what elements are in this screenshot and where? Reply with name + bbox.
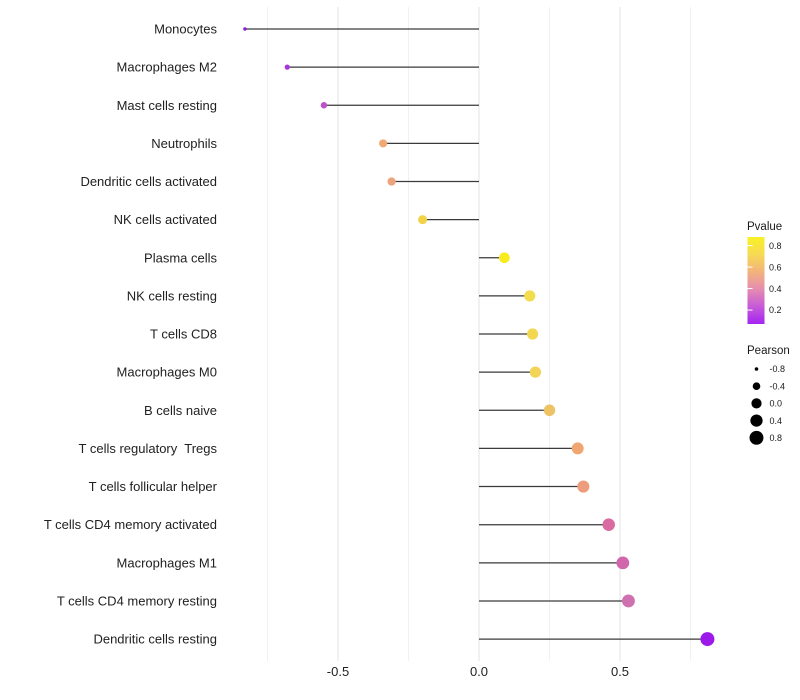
lollipop-row: T cells follicular helper — [89, 479, 590, 494]
lollipop-dot — [499, 252, 510, 264]
category-label: Macrophages M0 — [117, 365, 217, 380]
pvalue-legend: Pvalue 0.8 0.6 0.4 0.2 — [747, 221, 782, 324]
pearson-legend-title: Pearson — [747, 345, 790, 357]
pearson-legend: Pearson -0.8 -0.4 0.0 0.4 0.8 — [747, 345, 790, 445]
lollipop-dot — [526, 328, 539, 340]
pvalue-colorbar — [747, 237, 765, 324]
pearson-legend-label: -0.8 — [770, 364, 786, 374]
category-label: Macrophages M2 — [117, 60, 217, 75]
category-label: Monocytes — [154, 22, 217, 37]
lollipop-dot — [379, 139, 388, 148]
pvalue-tick-label: 0.8 — [769, 241, 782, 251]
lollipop-dot — [577, 480, 590, 493]
lollipop-row: Macrophages M0 — [117, 365, 542, 380]
category-label: T cells CD4 memory resting — [57, 593, 217, 608]
category-label: T cells CD4 memory activated — [44, 517, 217, 532]
lollipop-row: T cells regulatory Tregs — [79, 441, 584, 456]
lollipop-row: Plasma cells — [144, 250, 510, 265]
category-label: NK cells activated — [114, 212, 217, 227]
lollipop-rows: Monocytes Macrophages M2 Mast cells restin… — [44, 22, 715, 647]
category-label: Neutrophils — [151, 136, 217, 151]
pvalue-tick-label: 0.6 — [769, 262, 782, 272]
lollipop-dot — [622, 594, 635, 608]
lollipop-row: NK cells activated — [114, 212, 479, 227]
pearson-legend-label: 0.4 — [770, 416, 783, 426]
pearson-legend-dot — [749, 430, 764, 445]
category-label: Macrophages M1 — [117, 555, 217, 570]
pearson-legend-label: 0.8 — [770, 433, 783, 443]
lollipop-dot — [387, 177, 396, 186]
category-label: Plasma cells — [144, 250, 217, 265]
lollipop-dot — [602, 518, 615, 531]
lollipop-dot — [529, 366, 542, 378]
lollipop-dot — [700, 632, 715, 647]
pearson-legend-label: -0.4 — [770, 381, 786, 391]
category-label: T cells CD8 — [150, 327, 217, 342]
lollipop-dot — [243, 27, 247, 31]
lollipop-dot — [524, 290, 536, 302]
lollipop-dot — [320, 102, 328, 109]
lollipop-row: T cells CD8 — [150, 327, 539, 342]
lollipop-row: B cells naive — [144, 403, 556, 418]
lollipop-row: Monocytes — [154, 22, 479, 37]
lollipop-dot — [571, 442, 584, 455]
category-label: T cells regulatory Tregs — [79, 441, 218, 456]
lollipop-row: Macrophages M2 — [117, 60, 479, 75]
lollipop-row: Macrophages M1 — [117, 555, 630, 570]
pvalue-legend-title: Pvalue — [747, 221, 782, 233]
lollipop-row: Neutrophils — [151, 136, 479, 151]
category-label: Mast cells resting — [117, 98, 217, 113]
x-tick-label: 0.5 — [611, 664, 629, 679]
lollipop-dot — [616, 556, 630, 570]
category-label: T cells follicular helper — [89, 479, 218, 494]
lollipop-row: Dendritic cells resting — [93, 632, 715, 647]
pvalue-tick-label: 0.4 — [769, 284, 782, 294]
lollipop-row: T cells CD4 memory activated — [44, 517, 615, 532]
pearson-legend-dot — [754, 367, 759, 371]
pearson-legend-dot — [752, 382, 761, 391]
lollipop-dot — [543, 404, 556, 417]
pearson-legend-dot — [751, 398, 762, 409]
lollipop-row: Mast cells resting — [117, 98, 479, 113]
lollipop-dot — [284, 64, 290, 70]
pearson-legend-label: 0.0 — [770, 399, 783, 409]
pearson-legend-dot — [750, 414, 763, 427]
category-label: B cells naive — [144, 403, 217, 418]
pvalue-tick-label: 0.2 — [769, 305, 782, 315]
lollipop-row: Dendritic cells activated — [80, 174, 479, 189]
lollipop-row: NK cells resting — [127, 288, 536, 303]
lollipop-row: T cells CD4 memory resting — [57, 593, 635, 608]
x-tick-label: -0.5 — [327, 664, 349, 679]
x-axis: -0.5 0.0 0.5 — [327, 664, 629, 679]
category-label: Dendritic cells activated — [80, 174, 217, 189]
category-label: Dendritic cells resting — [93, 632, 217, 647]
x-tick-label: 0.0 — [470, 664, 488, 679]
lollipop-dot — [418, 215, 428, 225]
category-label: NK cells resting — [127, 288, 217, 303]
